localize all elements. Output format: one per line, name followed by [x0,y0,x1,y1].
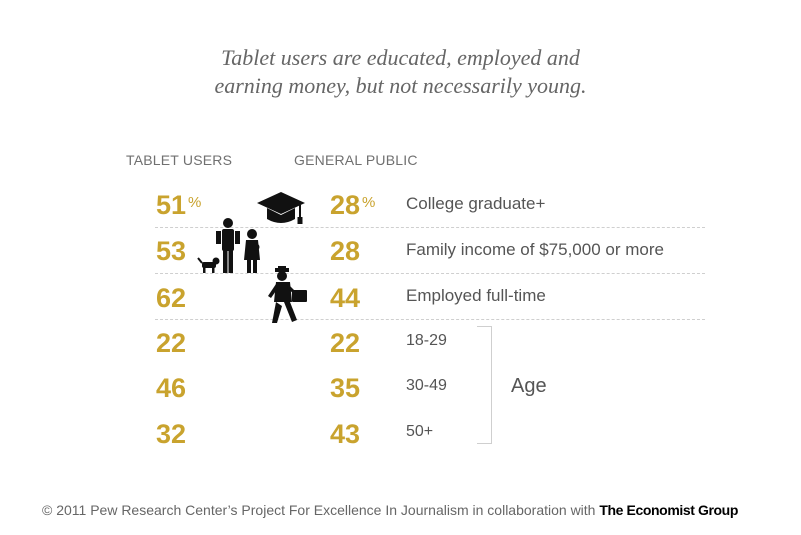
row-label-employed: Employed full-time [406,286,546,305]
general-value-college-number: 28 [330,190,361,220]
age-label-50-plus: 50+ [406,423,434,440]
businessman-icon [268,266,307,323]
tablet-value-age-30-49: 46 [156,373,187,403]
column-header-tablet-users: TABLET USERS [126,152,233,168]
family-icon [197,218,260,273]
general-value-college-unit: % [362,194,376,211]
age-group-title: Age [511,375,547,397]
tablet-value-college-unit: % [188,194,202,211]
row-divider-3 [155,319,705,320]
tablet-value-age-50-plus: 32 [156,419,187,449]
general-value-age-50-plus: 43 [330,419,361,449]
footer-credit: © 2011 Pew Research Center’s Project For… [42,501,738,519]
age-bracket [477,326,492,444]
economist-group-logo: The Economist Group [599,502,738,518]
chart-title: Tablet users are educated, employed and … [0,44,801,100]
tablet-value-college: 51% [156,190,201,220]
row-label-college: College graduate+ [406,194,546,213]
tablet-value-income: 53 [156,236,187,266]
age-label-30-49: 30-49 [406,377,447,394]
tablet-value-college-number: 51 [156,190,187,220]
title-line-2: earning money, but not necessarily young… [214,73,587,98]
row-label-income: Family income of $75,000 or more [406,240,664,259]
tablet-value-employed: 62 [156,283,187,313]
general-value-employed: 44 [330,283,361,313]
general-value-age-30-49: 35 [330,373,361,403]
general-value-college: 28% [330,190,375,220]
tablet-value-age-18-29: 22 [156,328,187,358]
footer-credit-text: © 2011 Pew Research Center’s Project For… [42,502,596,518]
column-header-general-public: GENERAL PUBLIC [294,152,418,168]
age-label-18-29: 18-29 [406,332,447,349]
graduation-cap-icon [257,192,305,224]
general-value-income: 28 [330,236,361,266]
general-value-age-18-29: 22 [330,328,361,358]
row-divider-1 [155,227,705,228]
row-divider-2 [155,273,705,274]
title-line-1: Tablet users are educated, employed and [221,45,580,70]
